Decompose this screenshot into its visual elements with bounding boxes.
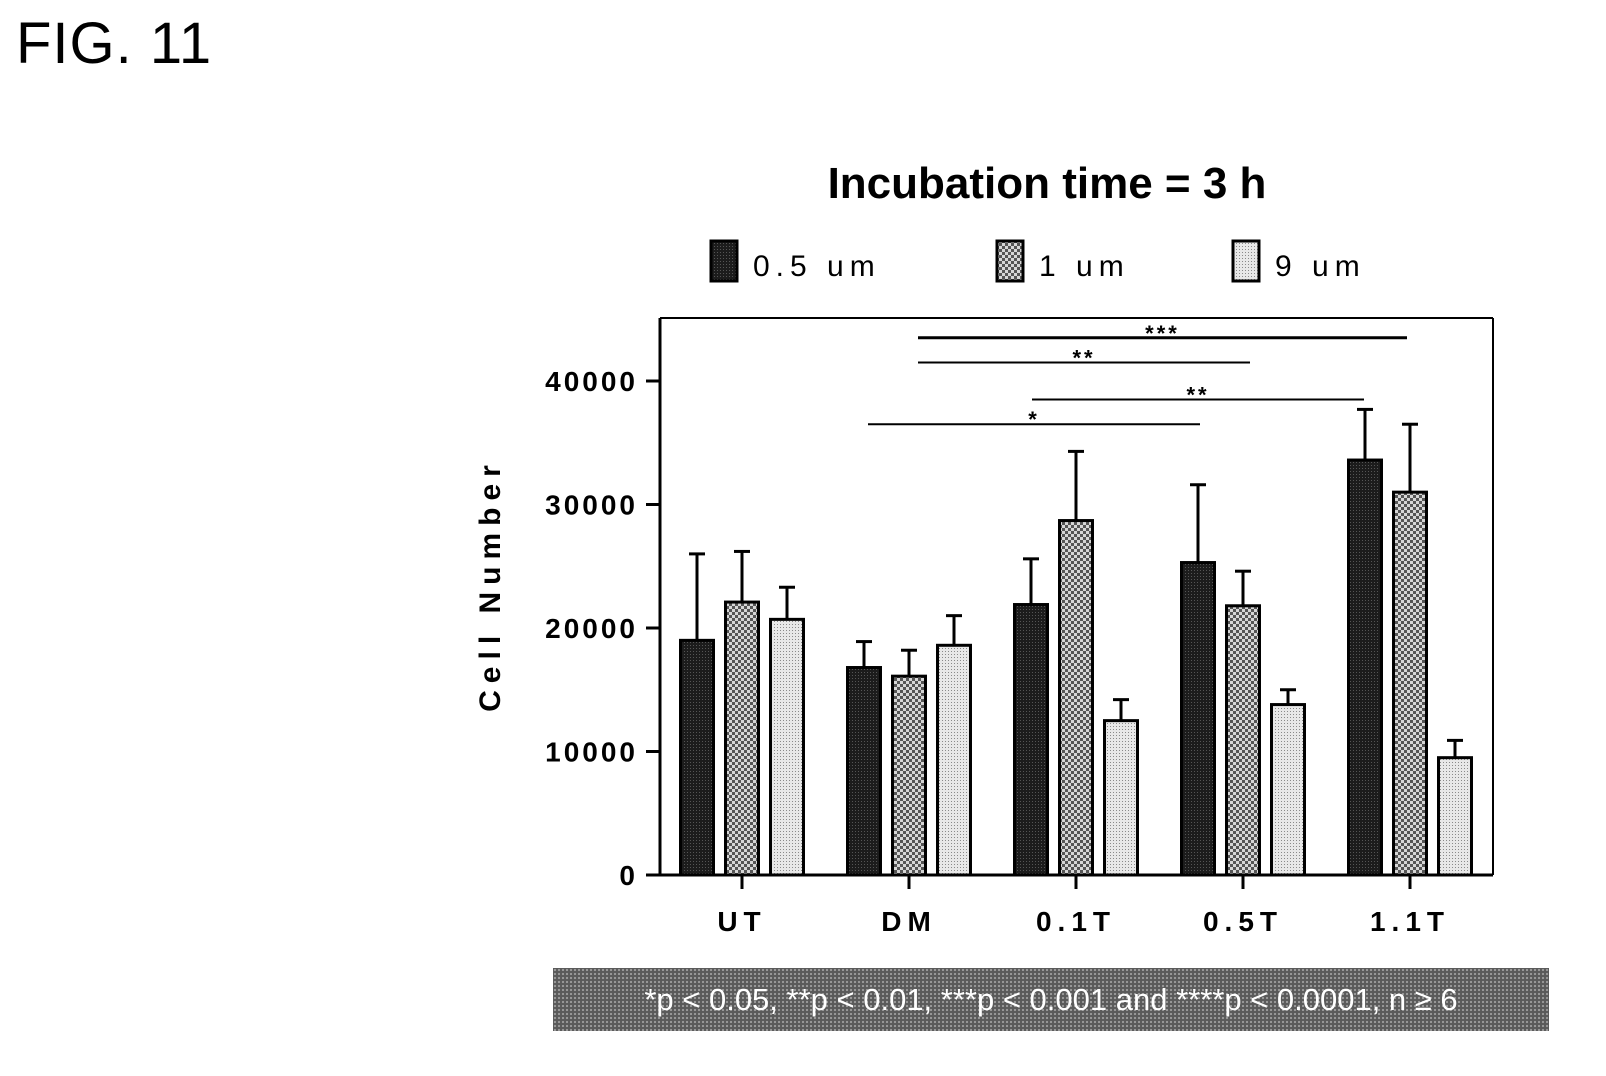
significance-label: ** <box>1072 345 1095 370</box>
x-tick-label: 0.5T <box>1203 906 1283 937</box>
bars <box>679 407 1473 877</box>
bar <box>679 638 715 877</box>
bar <box>1103 719 1139 877</box>
bar <box>1013 603 1049 877</box>
bar <box>1392 490 1428 877</box>
bar <box>1180 561 1216 877</box>
significance-label: * <box>1028 407 1040 432</box>
bar <box>769 617 805 877</box>
figure-label: FIG. 11 <box>16 11 213 76</box>
bar <box>1347 458 1383 877</box>
axes: 0 10000 20000 30000 40000 UT DM 0.1T 0.5T 1.1T <box>545 317 1494 937</box>
y-tick-label: 30000 <box>545 490 638 521</box>
y-tick-label: 10000 <box>545 737 638 768</box>
y-tick-label: 40000 <box>545 366 638 397</box>
x-tick-label: UT <box>717 906 766 937</box>
bar <box>1437 756 1473 877</box>
bar <box>1058 519 1094 877</box>
y-tick-label: 0 <box>619 860 638 891</box>
chart-title: Incubation time = 3 h <box>828 159 1267 208</box>
bar <box>1270 703 1306 877</box>
x-tick-label: 0.1T <box>1036 906 1116 937</box>
legend-label: 0.5 um <box>753 250 881 283</box>
bar <box>846 666 882 877</box>
significance-label: *** <box>1145 321 1180 346</box>
x-tick-label: 1.1T <box>1370 906 1450 937</box>
legend-label: 1 um <box>1039 250 1130 283</box>
significance-brackets: ******** <box>868 321 1407 432</box>
legend: 0.5 um 1 um 9 um <box>709 239 1366 283</box>
bar <box>1225 604 1261 877</box>
bar <box>724 600 760 877</box>
y-axis-label: Cell Number <box>474 458 507 712</box>
footnote: *p < 0.05, **p < 0.01, ***p < 0.001 and … <box>553 968 1549 1031</box>
legend-swatch <box>1231 239 1261 283</box>
bar <box>936 643 972 877</box>
significance-label: ** <box>1186 383 1209 408</box>
legend-swatch <box>709 239 739 283</box>
legend-swatch <box>995 239 1025 283</box>
x-tick-label: DM <box>881 906 937 937</box>
bar <box>891 674 927 877</box>
y-tick-label: 20000 <box>545 613 638 644</box>
legend-label: 9 um <box>1275 250 1366 283</box>
